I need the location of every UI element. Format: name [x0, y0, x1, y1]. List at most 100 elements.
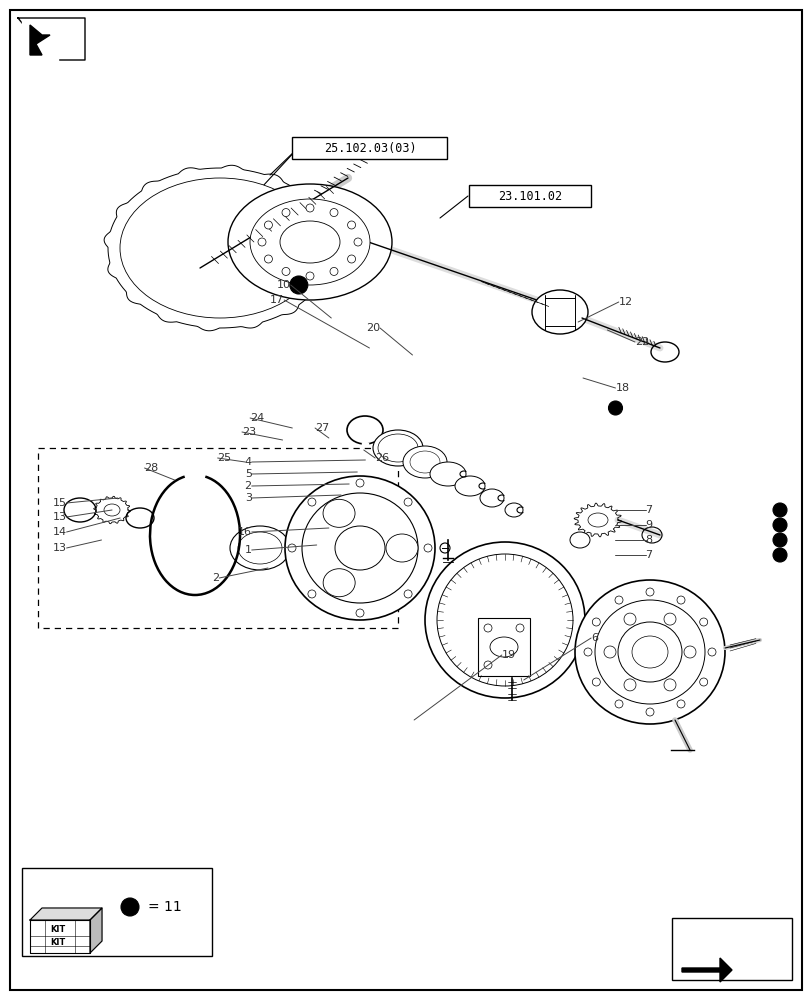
Text: 9: 9: [645, 520, 652, 530]
Ellipse shape: [436, 554, 573, 686]
Circle shape: [307, 590, 315, 598]
Polygon shape: [573, 503, 621, 537]
Polygon shape: [93, 496, 130, 524]
Bar: [478, 618, 530, 676]
Ellipse shape: [504, 503, 522, 517]
Circle shape: [603, 646, 616, 658]
Bar: [22, 868, 212, 956]
Ellipse shape: [574, 580, 724, 724]
Text: 23.101.02: 23.101.02: [497, 190, 561, 202]
Circle shape: [676, 700, 684, 708]
Text: 18: 18: [615, 383, 629, 393]
Circle shape: [404, 498, 411, 506]
Circle shape: [623, 613, 635, 625]
Ellipse shape: [489, 637, 517, 657]
Ellipse shape: [228, 184, 392, 300]
Ellipse shape: [120, 178, 320, 318]
Circle shape: [772, 503, 786, 517]
Circle shape: [591, 618, 599, 626]
Polygon shape: [18, 18, 85, 60]
Circle shape: [329, 267, 337, 275]
Circle shape: [772, 548, 786, 562]
Ellipse shape: [302, 493, 418, 603]
Ellipse shape: [372, 430, 423, 466]
Text: 6: 6: [590, 633, 598, 643]
Text: 7: 7: [645, 550, 652, 560]
Circle shape: [121, 898, 139, 916]
Text: 3: 3: [244, 493, 251, 503]
Text: 27: 27: [315, 423, 329, 433]
Ellipse shape: [617, 622, 681, 682]
Ellipse shape: [402, 446, 446, 478]
Circle shape: [264, 255, 272, 263]
Circle shape: [288, 544, 296, 552]
Circle shape: [355, 479, 363, 487]
Ellipse shape: [323, 569, 354, 597]
Text: 4: 4: [244, 457, 251, 467]
Circle shape: [306, 272, 314, 280]
Polygon shape: [30, 920, 90, 953]
Circle shape: [646, 708, 653, 716]
Text: 28: 28: [144, 463, 159, 473]
Circle shape: [281, 209, 290, 217]
Text: 2: 2: [244, 481, 251, 491]
Ellipse shape: [250, 199, 370, 285]
Text: 17: 17: [270, 295, 284, 305]
Circle shape: [258, 238, 266, 246]
Circle shape: [614, 596, 622, 604]
Circle shape: [607, 401, 622, 415]
Text: 25: 25: [217, 453, 231, 463]
Ellipse shape: [335, 526, 384, 570]
Text: 2: 2: [212, 573, 219, 583]
Circle shape: [483, 624, 491, 632]
Ellipse shape: [569, 532, 590, 548]
Text: KIT: KIT: [50, 938, 66, 947]
Text: 16: 16: [238, 527, 251, 537]
Circle shape: [583, 648, 591, 656]
Text: 22: 22: [634, 337, 649, 347]
Circle shape: [699, 678, 707, 686]
Text: 13: 13: [53, 512, 67, 522]
Polygon shape: [30, 908, 102, 920]
Circle shape: [423, 544, 431, 552]
Text: = 11: = 11: [148, 900, 182, 914]
Text: 23: 23: [242, 427, 255, 437]
Ellipse shape: [280, 221, 340, 263]
Ellipse shape: [587, 513, 607, 527]
Bar: [292, 137, 447, 159]
Circle shape: [347, 255, 355, 263]
Ellipse shape: [385, 534, 418, 562]
Circle shape: [307, 498, 315, 506]
Circle shape: [515, 624, 523, 632]
Circle shape: [663, 613, 676, 625]
Circle shape: [329, 209, 337, 217]
Circle shape: [264, 221, 272, 229]
Polygon shape: [30, 25, 50, 55]
Ellipse shape: [238, 532, 281, 564]
Ellipse shape: [594, 600, 704, 704]
Text: 14: 14: [53, 527, 67, 537]
Circle shape: [683, 646, 695, 658]
Text: 1: 1: [244, 545, 251, 555]
Text: 8: 8: [645, 535, 652, 545]
Ellipse shape: [323, 499, 354, 527]
Text: 20: 20: [366, 323, 380, 333]
Ellipse shape: [378, 434, 418, 462]
Circle shape: [483, 661, 491, 669]
Circle shape: [772, 533, 786, 547]
Text: 5: 5: [244, 469, 251, 479]
Circle shape: [404, 590, 411, 598]
Circle shape: [707, 648, 715, 656]
Text: 19: 19: [501, 650, 515, 660]
Circle shape: [354, 238, 362, 246]
Circle shape: [772, 518, 786, 532]
Ellipse shape: [410, 451, 440, 473]
Ellipse shape: [479, 489, 504, 507]
Text: 10: 10: [277, 280, 290, 290]
Polygon shape: [22, 20, 58, 62]
Polygon shape: [681, 958, 731, 982]
Ellipse shape: [104, 504, 120, 516]
Circle shape: [440, 543, 449, 553]
Circle shape: [623, 679, 635, 691]
Ellipse shape: [430, 462, 466, 486]
